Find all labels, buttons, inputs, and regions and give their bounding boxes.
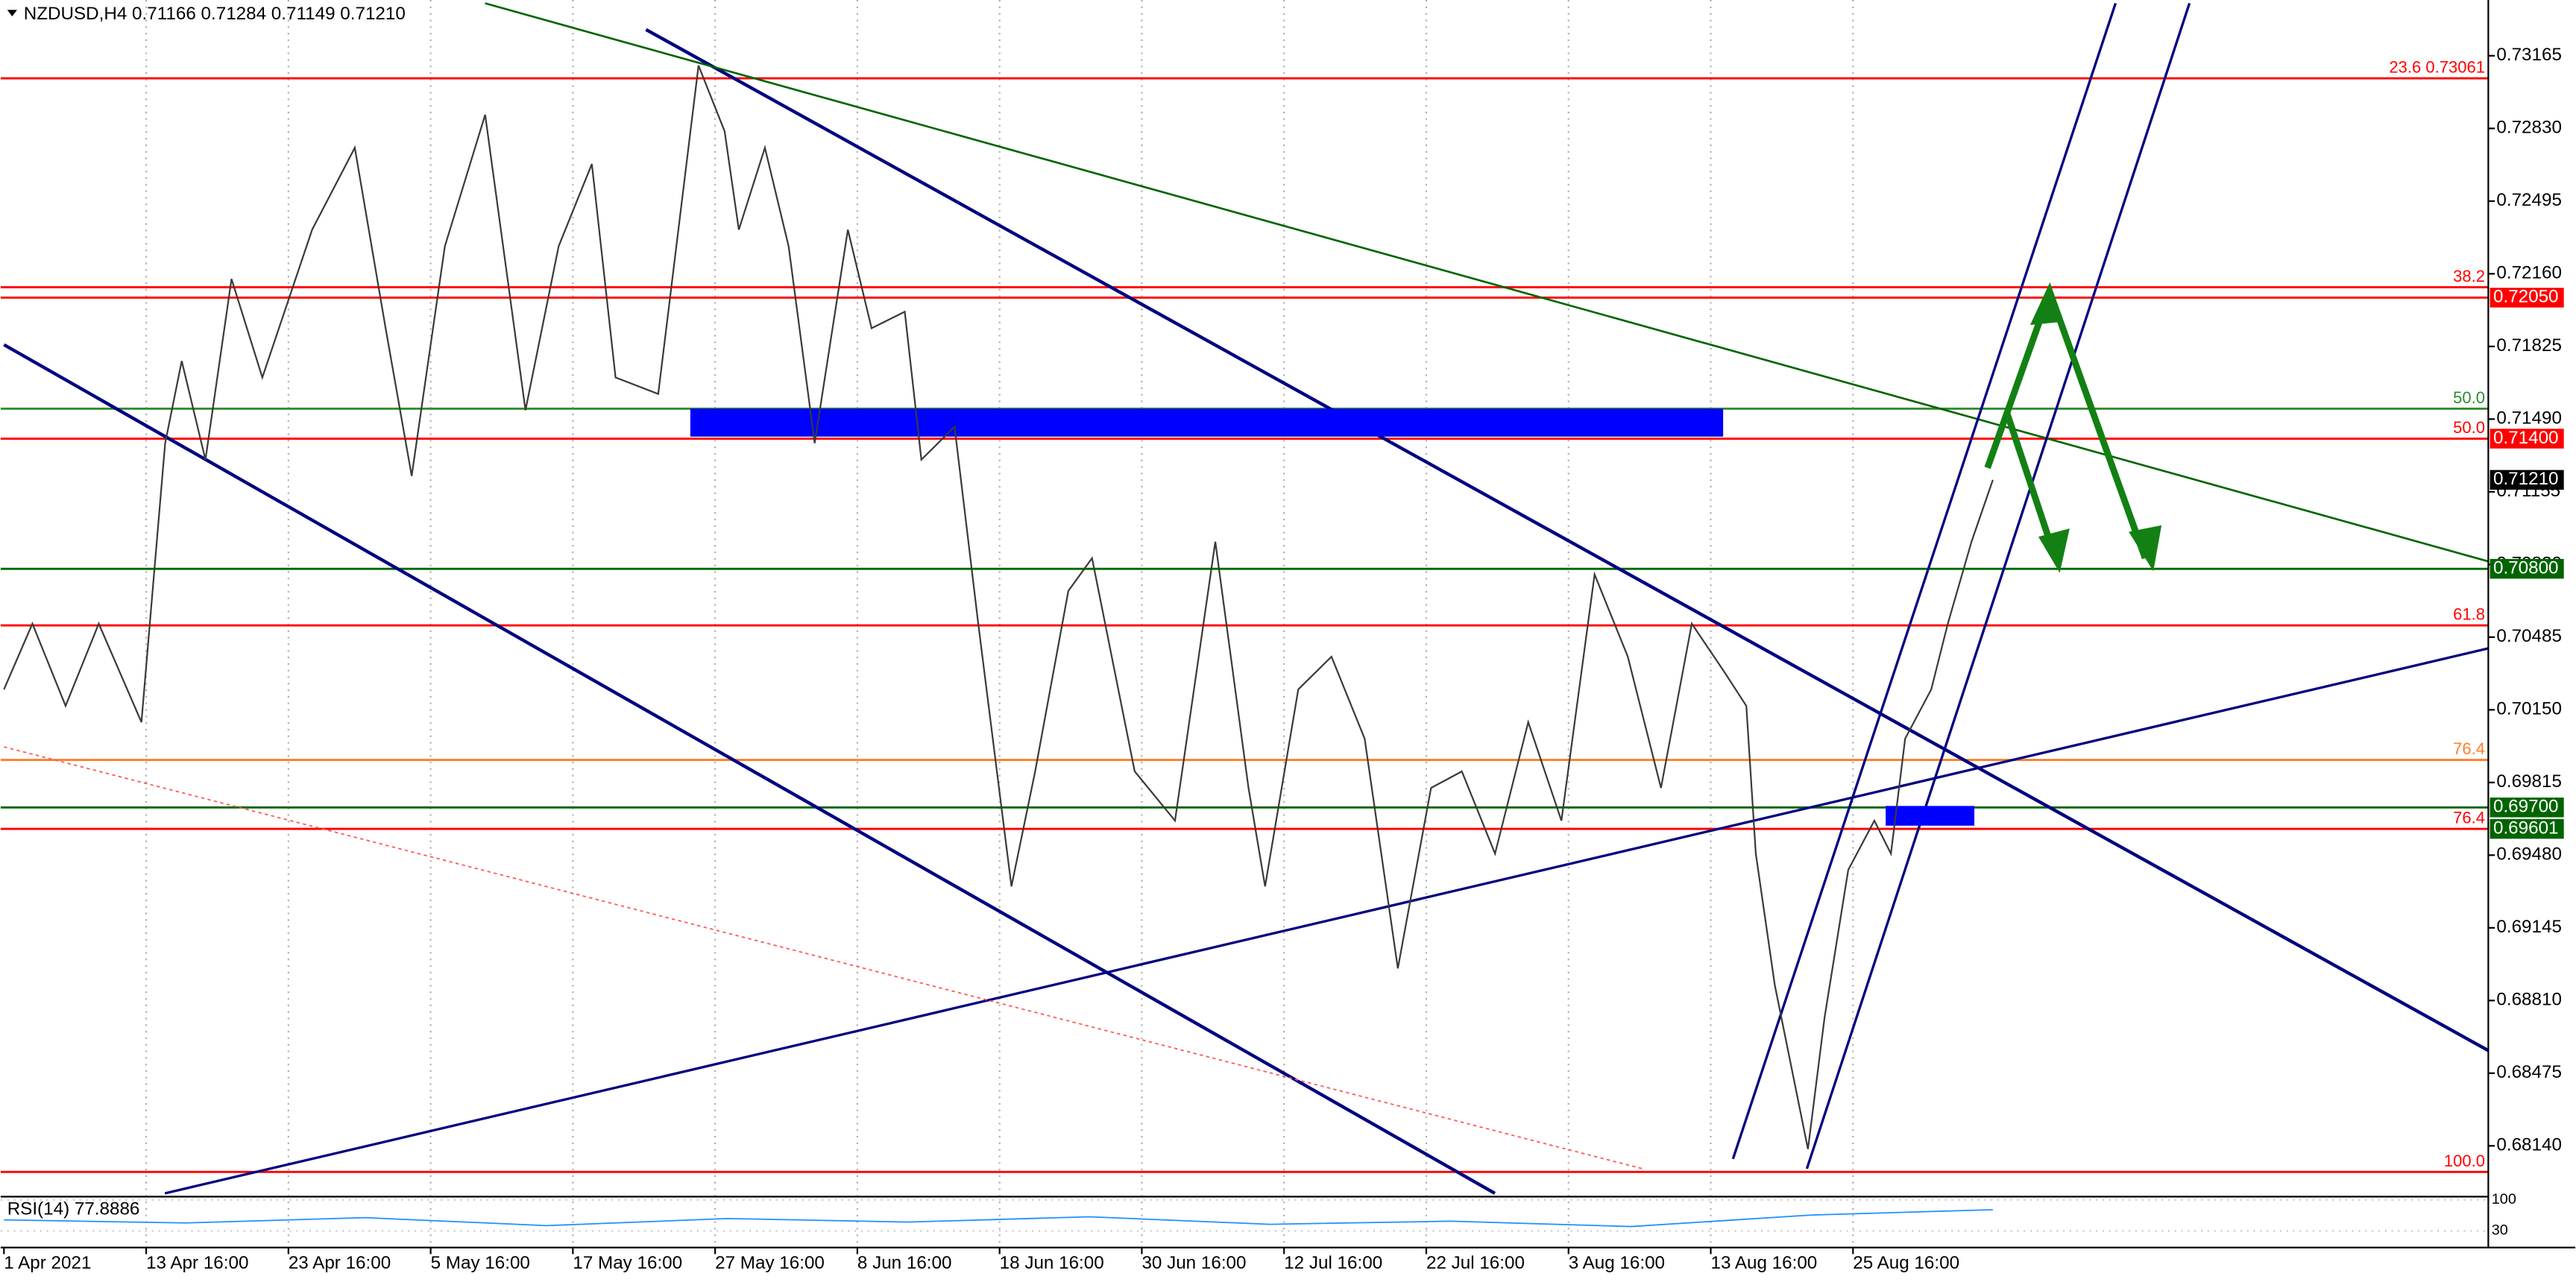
y-tick-label: 0.72495 — [2496, 190, 2562, 210]
level-label: 100.0 — [2444, 1152, 2485, 1170]
rsi-tick-label: 30 — [2492, 1222, 2508, 1239]
price-tag — [2490, 818, 2564, 839]
x-tick-label: 5 May 16:00 — [431, 1253, 530, 1273]
price-tag-label: 0.71400 — [2493, 428, 2559, 448]
level-label: 76.4 — [2453, 809, 2485, 827]
y-tick-label: 0.72160 — [2496, 263, 2562, 283]
price-tag — [2490, 798, 2564, 818]
level-label: 61.8 — [2453, 605, 2485, 624]
arrow-head — [2029, 282, 2063, 326]
level-label: 50.0 — [2453, 388, 2485, 407]
y-tick-label: 0.70150 — [2496, 699, 2562, 719]
y-tick-label: 0.68475 — [2496, 1062, 2562, 1082]
price-tag — [2490, 558, 2564, 579]
x-tick-label: 18 Jun 16:00 — [1000, 1253, 1104, 1273]
price-tag-label: 0.71210 — [2493, 469, 2559, 489]
price-tag-label: 0.69601 — [2493, 818, 2559, 838]
trend-line — [485, 2, 2489, 563]
rsi-line — [4, 1209, 1993, 1228]
y-tick-label: 0.69815 — [2496, 771, 2562, 792]
y-tick-label: 0.71825 — [2496, 335, 2562, 356]
x-tick-label: 17 May 16:00 — [573, 1253, 682, 1273]
level-label: 38.2 — [2453, 267, 2485, 285]
price-line — [3, 65, 1994, 1149]
rsi-tick-label: 100 — [2492, 1191, 2516, 1207]
x-tick-label: 27 May 16:00 — [715, 1253, 825, 1273]
x-tick-label: 23 Apr 16:00 — [289, 1253, 391, 1273]
plot — [3, 65, 1994, 1149]
menu-icon — [7, 10, 17, 17]
arrow-head — [2038, 528, 2070, 573]
level-label: 23.6 0.73061 — [2389, 58, 2485, 77]
level-label: 50.0 — [2453, 418, 2485, 437]
y-tick-label: 0.70485 — [2496, 626, 2562, 646]
y-tick-label: 0.69480 — [2496, 844, 2562, 865]
x-tick-label: 8 Jun 16:00 — [857, 1253, 952, 1273]
zone — [690, 408, 1724, 437]
price-tag — [2490, 288, 2564, 308]
channel-line — [1805, 2, 2191, 1169]
x-tick-label: 13 Aug 16:00 — [1711, 1253, 1818, 1273]
y-tick-label: 0.69145 — [2496, 917, 2562, 937]
arrow-head — [2129, 525, 2162, 572]
price-tag-label: 0.70800 — [2493, 558, 2559, 578]
y-tick-label: 0.72830 — [2496, 118, 2562, 138]
x-tick-label: 30 Jun 16:00 — [1141, 1253, 1246, 1273]
price-tag — [2490, 470, 2564, 490]
arrow-path — [2003, 412, 2056, 553]
zone — [1886, 806, 1975, 826]
drawings — [3, 2, 2490, 1195]
trend-line — [164, 647, 2489, 1195]
y-tick-label: 0.73165 — [2496, 45, 2562, 65]
rsi-label: RSI(14) 77.8886 — [7, 1199, 140, 1219]
price-tag-label: 0.72050 — [2493, 287, 2559, 307]
x-tick-label: 22 Jul 16:00 — [1426, 1253, 1525, 1273]
x-tick-label: 1 Apr 2021 — [4, 1253, 91, 1273]
x-tick-label: 13 Apr 16:00 — [146, 1253, 248, 1273]
x-tick-label: 3 Aug 16:00 — [1569, 1253, 1665, 1273]
price-tag-label: 0.69700 — [2493, 797, 2559, 817]
price-tag — [2490, 429, 2564, 449]
grid: 23.6 0.73061 38.2 50.0 50.0 61.8 76.4 76.4 100.… — [0, 0, 2489, 1248]
x-tick-label: 12 Jul 16:00 — [1284, 1253, 1382, 1273]
chart-title: NZDUSD,H4 0.71166 0.71284 0.71149 0.7121… — [24, 4, 406, 24]
y-tick-label: 0.68140 — [2496, 1135, 2562, 1155]
x-tick-label: 25 Aug 16:00 — [1853, 1253, 1959, 1273]
trend-line — [3, 343, 1496, 1195]
y-tick-label: 0.71490 — [2496, 408, 2562, 429]
level-label: 76.4 — [2453, 739, 2485, 758]
y-tick-label: 0.68810 — [2496, 990, 2562, 1010]
channel-line — [1731, 2, 2117, 1160]
trend-line — [645, 28, 2490, 1052]
